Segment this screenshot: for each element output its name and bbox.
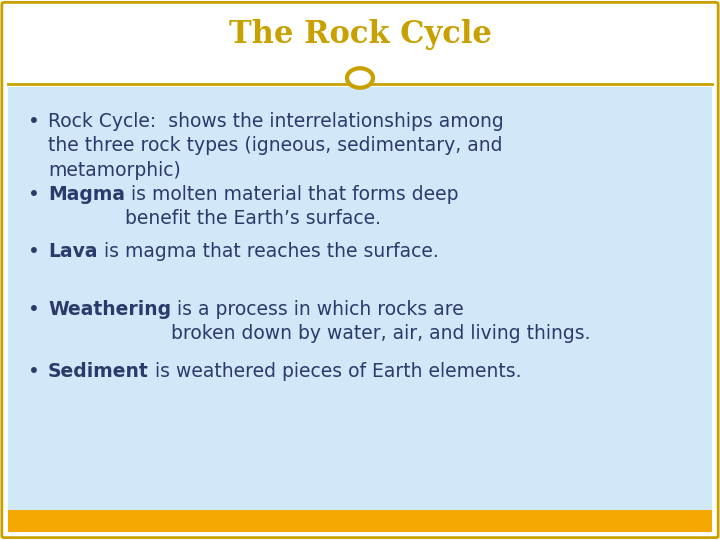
Text: •: • — [28, 242, 40, 261]
Text: Sediment: Sediment — [48, 362, 149, 381]
Text: Rock Cycle:  shows the interrelationships among
the three rock types (igneous, s: Rock Cycle: shows the interrelationships… — [48, 112, 504, 179]
FancyBboxPatch shape — [8, 87, 712, 512]
Text: is weathered pieces of Earth elements.: is weathered pieces of Earth elements. — [149, 362, 521, 381]
Text: •: • — [28, 185, 40, 204]
Circle shape — [347, 68, 373, 87]
FancyBboxPatch shape — [8, 510, 712, 532]
Text: •: • — [28, 300, 40, 319]
Text: The Rock Cycle: The Rock Cycle — [228, 19, 492, 51]
Text: Magma: Magma — [48, 185, 125, 204]
Text: •: • — [28, 362, 40, 381]
Text: is molten material that forms deep
benefit the Earth’s surface.: is molten material that forms deep benef… — [125, 185, 459, 228]
Text: Lava: Lava — [48, 242, 97, 261]
Text: is magma that reaches the surface.: is magma that reaches the surface. — [97, 242, 438, 261]
Text: Weathering: Weathering — [48, 300, 171, 319]
Text: •: • — [28, 112, 40, 131]
Text: is a process in which rocks are
broken down by water, air, and living things.: is a process in which rocks are broken d… — [171, 300, 590, 343]
